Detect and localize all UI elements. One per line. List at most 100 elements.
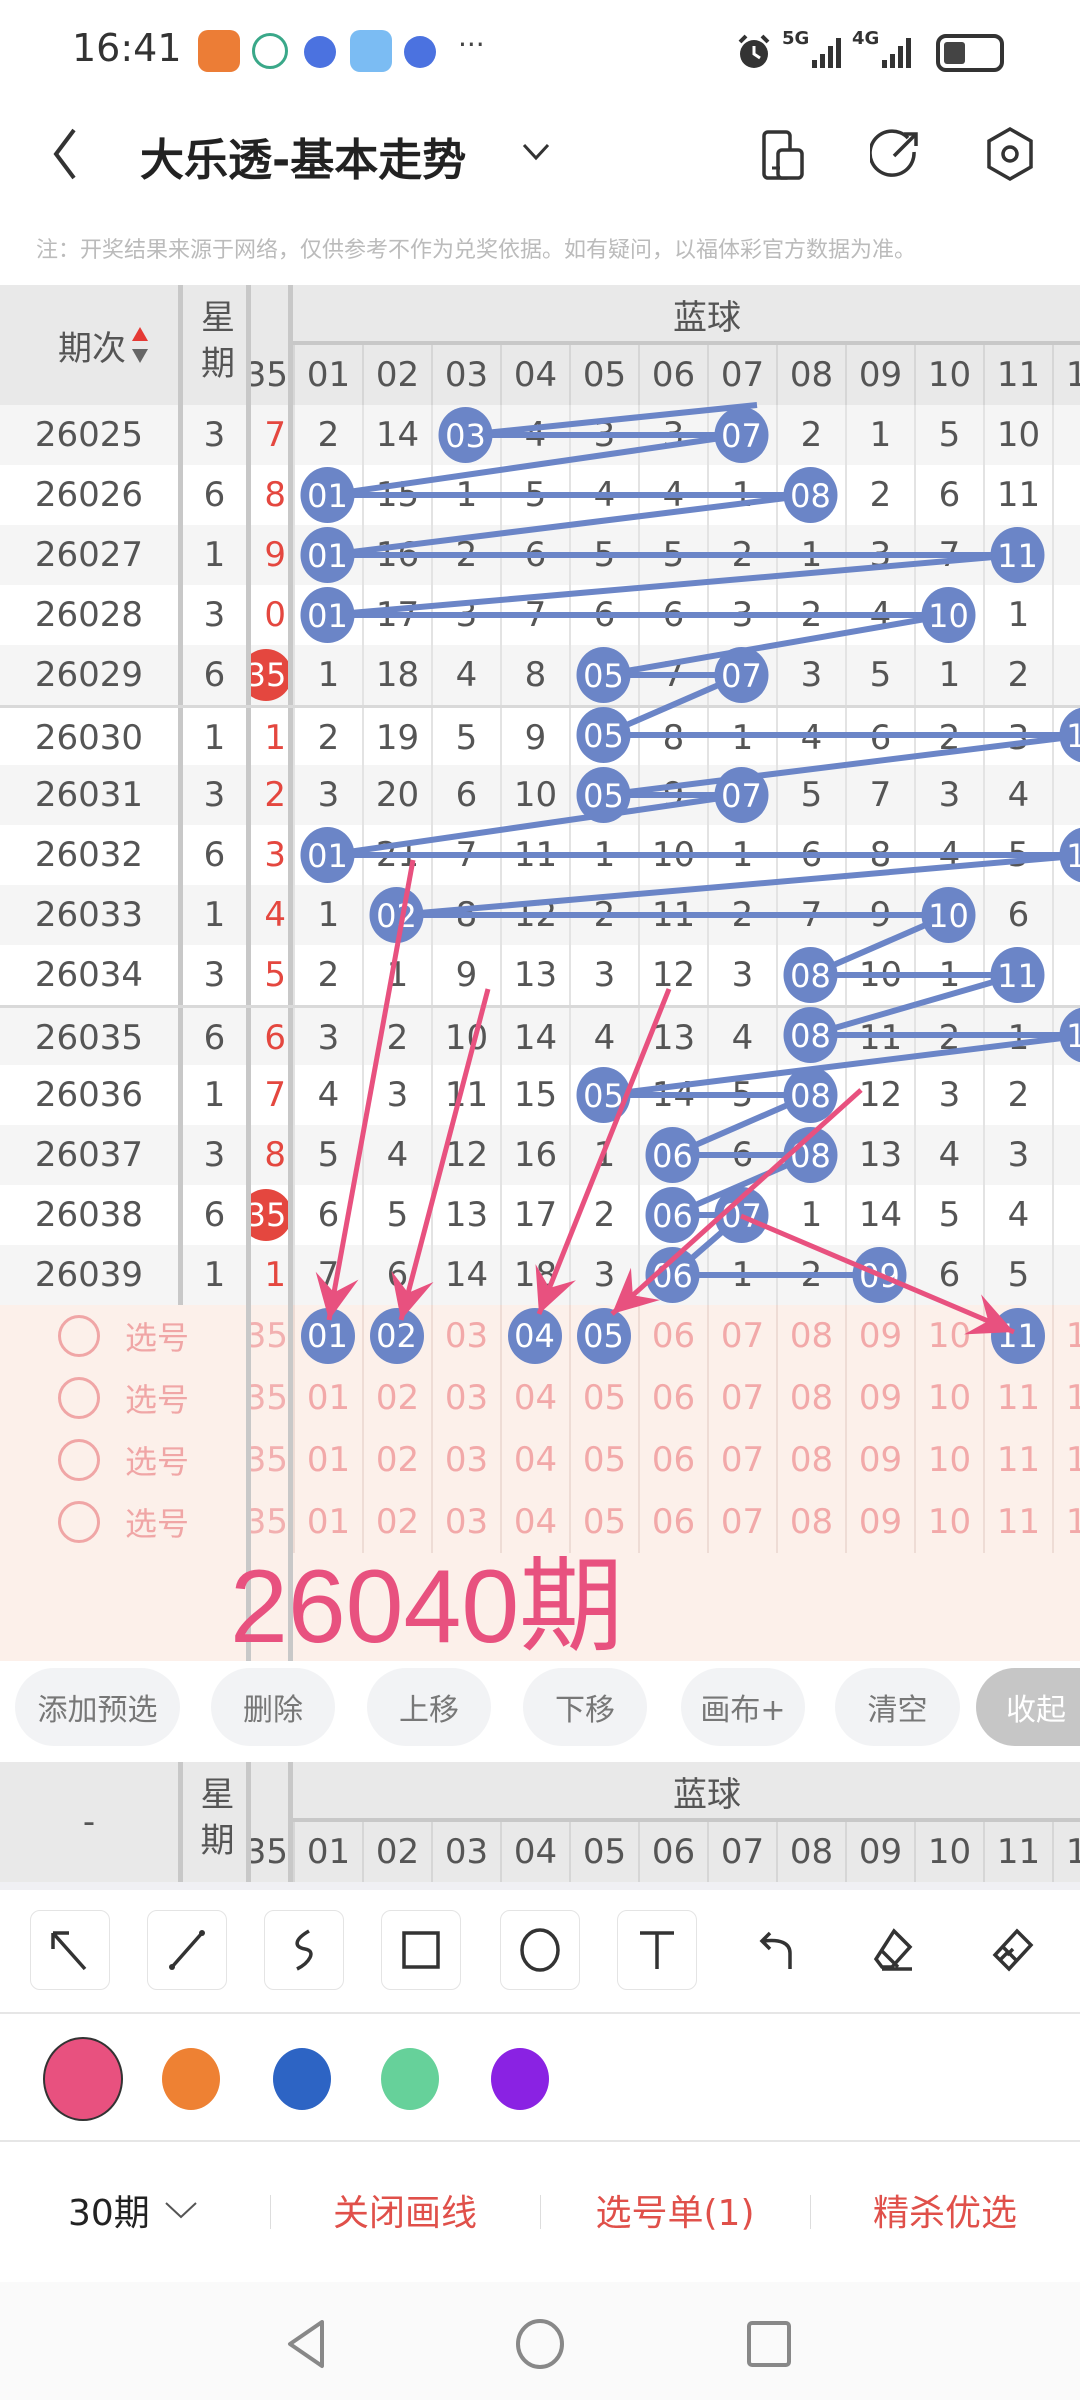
pick-number[interactable]: 12 (1052, 1429, 1080, 1491)
blue-col-header[interactable]: 05 (569, 345, 638, 405)
pick-number[interactable]: 11 (983, 1491, 1052, 1553)
clear-brush-button[interactable] (972, 1910, 1052, 1990)
blue-col-header[interactable]: 12 (1052, 345, 1080, 405)
select-row[interactable]: 选号35010203040506070809101112 (0, 1491, 1080, 1553)
annotation-text[interactable]: 26040期 (230, 1549, 624, 1661)
eraser-button[interactable] (853, 1910, 933, 1990)
pick-number[interactable]: 10 (914, 1367, 983, 1429)
pick-number[interactable]: 10 (914, 1491, 983, 1553)
pick-number[interactable]: 05 (569, 1429, 638, 1491)
blue-col-header[interactable]: 10 (914, 345, 983, 405)
action-button-4[interactable]: 下移 (523, 1668, 647, 1746)
pick-number[interactable]: 05 (569, 1491, 638, 1553)
trend-table[interactable]: 期次 星期 蓝球 35010203040506070809101112 2602… (0, 285, 1080, 1661)
blue-col-header[interactable]: 05 (569, 1822, 638, 1882)
pick-number[interactable]: 09 (845, 1429, 914, 1491)
blue-col-header[interactable]: 08 (776, 1822, 845, 1882)
arrow-tool-button[interactable] (30, 1910, 110, 1990)
nav-recents-icon[interactable] (746, 2320, 792, 2368)
pick-number[interactable]: 05 (569, 1367, 638, 1429)
pick-number[interactable]: 10 (914, 1305, 983, 1367)
blue-col-header[interactable]: 12 (1052, 1822, 1080, 1882)
blue-col-header[interactable]: 09 (845, 1822, 914, 1882)
pick-number[interactable]: 11 (983, 1367, 1052, 1429)
share-icon[interactable] (870, 128, 922, 180)
pick-number[interactable]: 01 (293, 1491, 362, 1553)
color-swatch[interactable] (273, 2048, 331, 2110)
phone-layout-icon[interactable] (760, 128, 810, 182)
color-swatch[interactable] (381, 2048, 439, 2110)
selected-blue-ball[interactable]: 05 (576, 1308, 631, 1364)
pick-number[interactable]: 08 (776, 1367, 845, 1429)
fine-pick-button[interactable]: 精杀优选 (872, 2193, 1017, 2234)
pick-number[interactable]: 02 (362, 1367, 431, 1429)
select-radio[interactable] (58, 1439, 100, 1481)
pick-number[interactable]: 12 (1052, 1367, 1080, 1429)
color-swatch[interactable] (491, 2048, 549, 2110)
select-row[interactable]: 选号35010203040506070809101112 (0, 1305, 1080, 1367)
pick-number[interactable]: 07 (707, 1429, 776, 1491)
blue-col-header[interactable]: 09 (845, 345, 914, 405)
blue-col-header[interactable]: 04 (500, 1822, 569, 1882)
pick-number[interactable]: 02 (362, 1429, 431, 1491)
pick-number[interactable] (293, 1305, 362, 1367)
pick-number[interactable]: 09 (845, 1305, 914, 1367)
blue-col-header[interactable]: 10 (914, 1822, 983, 1882)
pick-number[interactable]: 06 (638, 1305, 707, 1367)
table-row[interactable]: 2603738541216161343 (0, 1125, 1080, 1185)
blue-col-header[interactable]: 11 (983, 345, 1052, 405)
pick-number[interactable]: 03 (431, 1305, 500, 1367)
pick-number[interactable] (983, 1305, 1052, 1367)
pick-number[interactable]: 02 (362, 1491, 431, 1553)
page-title[interactable]: 大乐透-基本走势 (140, 135, 467, 186)
close-drawing-button[interactable]: 关闭画线 (332, 2193, 477, 2234)
table-row[interactable]: 26036174311151451232 (0, 1065, 1080, 1125)
drawing-overlay[interactable]: 0307010801110110050705120507011202100811… (0, 285, 1080, 1661)
nav-home-icon[interactable] (514, 2318, 566, 2370)
pick-number[interactable]: 07 (707, 1491, 776, 1553)
action-button-1[interactable]: 添加预选 (15, 1668, 180, 1746)
color-swatch[interactable] (43, 2037, 123, 2121)
table-row[interactable]: 260356632101441341121 (0, 1005, 1080, 1068)
pick-list-button[interactable]: 选号单(1) (595, 2193, 755, 2234)
select-radio[interactable] (58, 1501, 100, 1543)
action-button-5[interactable]: 画布+ (681, 1668, 805, 1746)
pick-number[interactable]: 07 (707, 1367, 776, 1429)
pick-number[interactable]: 01 (293, 1429, 362, 1491)
pick-number[interactable]: 01 (293, 1367, 362, 1429)
circle-tool-button[interactable] (500, 1910, 580, 1990)
select-row[interactable]: 选号35010203040506070809101112 (0, 1429, 1080, 1491)
blue-col-header[interactable]: 04 (500, 345, 569, 405)
blue-col-header[interactable]: 02 (362, 345, 431, 405)
pick-number[interactable]: 04 (500, 1429, 569, 1491)
selected-blue-ball[interactable]: 04 (507, 1308, 562, 1364)
pick-number[interactable]: 08 (776, 1429, 845, 1491)
table-row[interactable]: 260296351184873512 (0, 645, 1080, 705)
table-row[interactable]: 26038 6 35 6 5 13 17 2 1 14 5 4 (0, 1185, 1080, 1245)
blue-col-header[interactable]: 01 (293, 1822, 362, 1882)
sort-icon[interactable] (130, 325, 150, 365)
blue-col-header[interactable]: 07 (707, 345, 776, 405)
pick-number[interactable]: 09 (845, 1491, 914, 1553)
blue-col-header[interactable]: 07 (707, 1822, 776, 1882)
pick-number[interactable]: 09 (845, 1367, 914, 1429)
pick-number[interactable]: 03 (431, 1491, 500, 1553)
pick-number[interactable]: 08 (776, 1491, 845, 1553)
color-swatch[interactable] (162, 2048, 220, 2110)
selected-blue-ball[interactable]: 11 (990, 1308, 1045, 1364)
pick-number[interactable]: 06 (638, 1429, 707, 1491)
action-button-3[interactable]: 上移 (367, 1668, 491, 1746)
blue-col-header[interactable]: 08 (776, 345, 845, 405)
blue-col-header[interactable]: 06 (638, 345, 707, 405)
issue-header[interactable]: 期次 (0, 285, 150, 405)
chevron-down-icon[interactable] (522, 142, 550, 162)
line-tool-button[interactable] (147, 1910, 227, 1990)
action-button-2[interactable]: 删除 (211, 1668, 335, 1746)
pick-number[interactable]: 11 (983, 1429, 1052, 1491)
pick-number[interactable]: 08 (776, 1305, 845, 1367)
freehand-tool-button[interactable] (264, 1910, 344, 1990)
selected-blue-ball[interactable]: 02 (369, 1308, 424, 1364)
pick-number[interactable]: 06 (638, 1367, 707, 1429)
pick-number[interactable]: 03 (431, 1429, 500, 1491)
period-select[interactable]: 30期 (68, 2180, 198, 2240)
